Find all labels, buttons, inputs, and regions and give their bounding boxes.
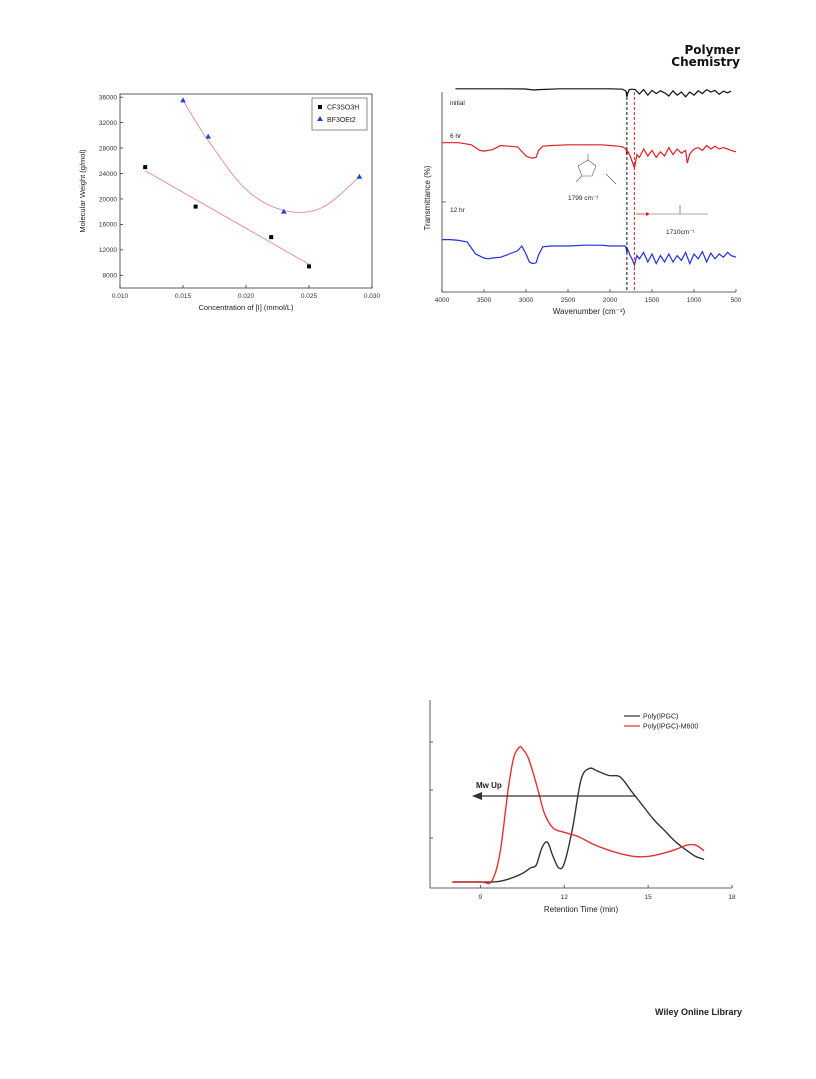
arrow-1799-icon [605,173,617,185]
y-tick-label: 28000 [99,145,117,152]
arrow-head-1710-icon [646,212,650,216]
x-tick-label: 2000 [603,297,618,304]
annotation-1799: 1799 cm⁻¹ [568,195,599,202]
methyl-bond-icon [575,175,583,183]
x-tick-label: 0.020 [238,293,255,300]
x-tick-label: 0.030 [364,293,381,300]
trace-poly-ipgc- [452,767,705,883]
legend-marker-bf3oet2 [317,116,323,121]
point-cf3so3h [193,204,198,209]
x-axis-label: Wavenumber (cm⁻¹) [553,307,626,316]
legend-marker-cf3so3h [318,105,322,109]
y-tick-label: 12000 [99,247,117,254]
journal-logo-line1: Polymer [684,43,740,57]
y-tick-label: 8000 [103,273,118,280]
x-tick-label: 1000 [687,297,702,304]
x-tick-label: 9 [479,894,483,901]
mw-arrow-head-icon [472,792,482,800]
journal-logo: Polymer Chemistry [671,44,740,68]
point-bf3oet2 [180,97,186,103]
chart-molecular-weight: 0.010 0.015 0.020 0.025 0.030 8000 12000 16000 2… [78,93,381,312]
x-tick-label: 4000 [435,297,450,304]
fit-line-cf3so3h [144,170,310,265]
x-tick-label: 500 [731,297,742,304]
y-tick-label: 20000 [99,196,117,203]
y-axis-label: Molecular Weight (g/mol) [78,149,87,233]
legend-label: Poly(IPGC)-M600 [643,724,698,731]
chart-ftir: 4000 3500 3000 2500 2000 1500 1000 500 Wavenumbe… [423,88,742,316]
point-bf3oet2 [281,208,287,214]
y-tick-label: 24000 [99,171,117,178]
y-tick-label: 32000 [99,120,117,127]
x-tick-label: 0.025 [301,293,318,300]
legend-label-cf3so3h: CF3SO3H [327,105,359,112]
trace-12-hr [442,239,737,268]
trace-label: 6 hr [450,133,462,140]
x-tick-label: 2500 [561,297,576,304]
x-tick-label: 15 [644,894,652,901]
x-tick-label: 3500 [477,297,492,304]
trace-initial [455,88,732,98]
x-tick-label: 1500 [645,297,660,304]
point-bf3oet2 [205,133,211,139]
x-tick-label: 0.010 [112,293,129,300]
trace-poly-ipgc-m600 [452,745,705,885]
x-tick-label: 18 [728,894,736,901]
y-tick-label: 36000 [99,94,117,101]
annotation-1710: 1710cm⁻¹ [666,229,696,236]
point-cf3so3h [143,165,148,170]
point-bf3oet2 [356,173,363,179]
legend-label-bf3oet2: BF3OEt2 [327,117,356,124]
journal-logo-line2: Chemistry [671,55,740,69]
x-tick-label: 12 [561,894,569,901]
carbonate-structure-icon [577,159,597,177]
x-tick-label: 3000 [519,297,534,304]
y-axis-label: Transmittance (%) [423,165,432,230]
trace-label: initial [450,100,465,107]
x-axis-label: Retention Time (min) [544,905,619,914]
footer-wiley: Wiley Online Library [655,1007,742,1017]
trace-6-hr [442,142,737,171]
chart-gpc: 9 12 15 18 Retention Time (min) Poly(IPGC) Pol… [429,700,736,914]
x-tick-label: 0.015 [175,293,192,300]
legend-box [311,97,368,131]
mw-up-label: Mw Up [476,781,502,790]
fit-curve-bf3oet2 [182,100,360,213]
trace-label: 12 hr [450,207,466,214]
legend-label: Poly(IPGC) [643,714,678,721]
x-axis-label: Concentration of [I] (mmol/L) [198,303,294,312]
point-cf3so3h [307,264,311,269]
y-tick-label: 16000 [99,222,117,229]
point-cf3so3h [269,235,274,240]
